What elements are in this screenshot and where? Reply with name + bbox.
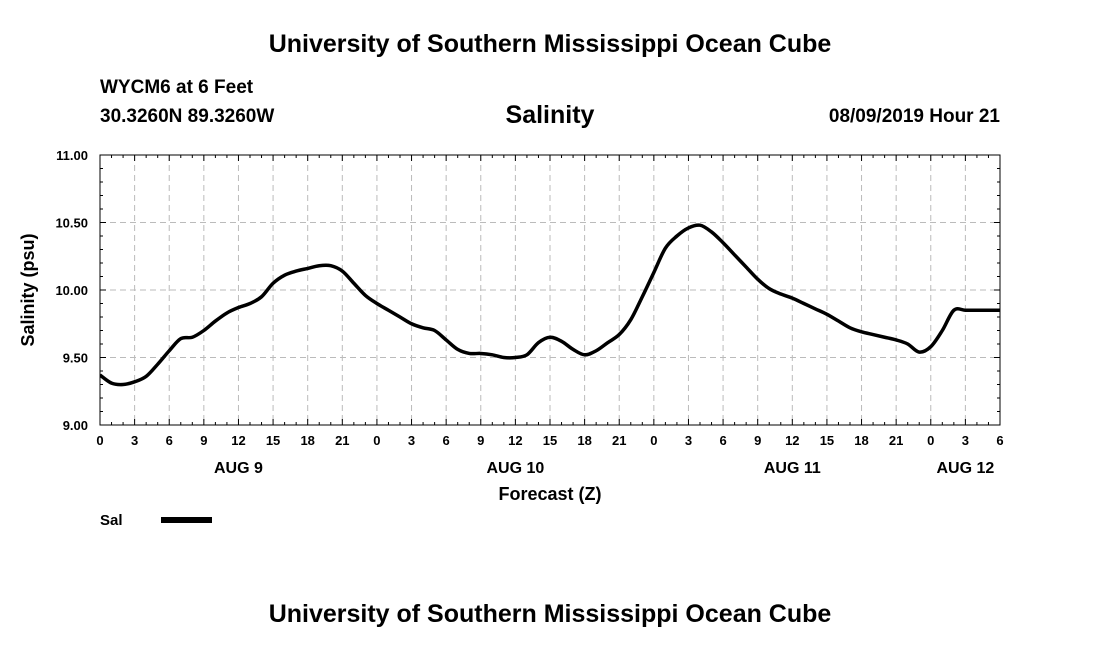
day-label: AUG 9 [214, 460, 263, 477]
x-tick-label: 9 [754, 433, 761, 448]
x-tick-label: 12 [508, 433, 522, 448]
x-tick-label: 6 [443, 433, 450, 448]
legend-label: Sal [100, 512, 123, 529]
plot-frame [99, 154, 1001, 426]
x-tick-label: 3 [408, 433, 415, 448]
x-tick-label: 3 [131, 433, 138, 448]
grid-layer [100, 155, 1000, 425]
y-tick-label: 10.00 [55, 283, 88, 298]
day-label: AUG 10 [486, 460, 544, 477]
y-tick-label: 11.00 [56, 148, 88, 163]
datetime-label: 08/09/2019 Hour 21 [828, 106, 1000, 127]
x-tick-label: 21 [889, 433, 903, 448]
series-line-sal [100, 223, 1000, 387]
line-layer [100, 223, 1000, 387]
x-tick-label: 0 [373, 433, 380, 448]
x-tick-label: 3 [685, 433, 692, 448]
x-tick-label: 15 [820, 433, 834, 448]
x-tick-label: 0 [96, 433, 103, 448]
labels-layer: 0 3 6 9 12 15 18 21 0 3 6 9 12 15 18 21 0 3 6 9 12 15 18 21 0 3 6 9… [55, 148, 1003, 477]
x-tick-label: 18 [577, 433, 591, 448]
station-label: WYCM6 at 6 Feet [100, 77, 254, 98]
y-tick-label: 10.50 [55, 216, 88, 231]
x-tick-label: 9 [477, 433, 484, 448]
x-tick-label: 0 [927, 433, 934, 448]
title-top: University of Southern Mississippi Ocean… [268, 30, 832, 58]
x-tick-label: 15 [266, 433, 280, 448]
x-axis-title: Forecast (Z) [498, 484, 601, 504]
y-axis-title: Salinity (psu) [18, 233, 38, 346]
day-label: AUG 12 [936, 460, 994, 477]
title-bottom: University of Southern Mississippi Ocean… [268, 600, 832, 628]
x-tick-label: 9 [200, 433, 207, 448]
x-tick-label: 12 [785, 433, 799, 448]
x-tick-label: 12 [231, 433, 245, 448]
day-label: AUG 11 [764, 460, 821, 477]
x-tick-label: 15 [543, 433, 557, 448]
coordinates-label: 30.3260N 89.3260W [100, 106, 275, 127]
x-tick-label: 6 [719, 433, 726, 448]
y-tick-label: 9.00 [63, 418, 88, 433]
x-tick-label: 0 [650, 433, 657, 448]
x-tick-label: 3 [962, 433, 969, 448]
x-tick-label: 18 [300, 433, 314, 448]
x-tick-label: 21 [612, 433, 626, 448]
legend: Sal [100, 512, 212, 529]
x-tick-label: 6 [996, 433, 1003, 448]
chart-title: Salinity [505, 101, 595, 129]
x-tick-label: 18 [854, 433, 868, 448]
x-tick-label: 6 [166, 433, 173, 448]
x-tick-label: 21 [335, 433, 349, 448]
y-tick-label: 9.50 [63, 351, 88, 366]
